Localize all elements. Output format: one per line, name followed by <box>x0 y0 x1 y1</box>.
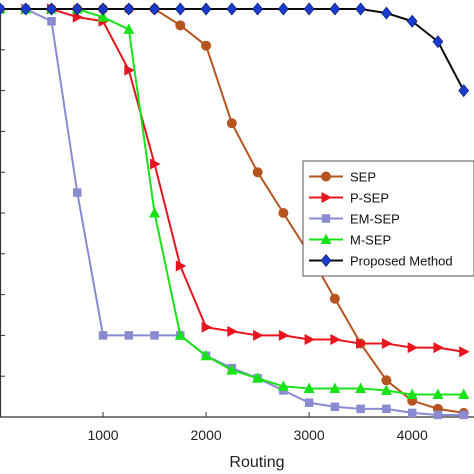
legend-swatch-marker <box>321 192 332 203</box>
data-point <box>98 331 108 340</box>
legend-label: SEP <box>350 170 376 185</box>
data-point <box>303 382 315 393</box>
data-point <box>356 338 367 350</box>
legend-item: Proposed Method <box>309 254 453 269</box>
data-point <box>432 388 444 400</box>
data-point <box>72 11 84 23</box>
legend: SEP P-SEP EM-SEP M-SEP Proposed Method <box>302 160 474 277</box>
data-point <box>124 64 135 76</box>
data-point <box>97 2 109 16</box>
data-point <box>174 2 186 16</box>
data-point <box>433 342 444 354</box>
data-point <box>150 331 159 340</box>
data-point <box>433 410 443 420</box>
data-point <box>47 16 56 26</box>
data-point <box>407 408 417 418</box>
data-point <box>278 329 290 341</box>
data-point <box>73 188 82 197</box>
data-point <box>406 14 418 28</box>
data-point <box>252 372 264 383</box>
data-point <box>330 333 341 345</box>
legend-label: Proposed Method <box>350 254 453 269</box>
data-point <box>432 35 444 49</box>
data-point <box>304 398 314 407</box>
data-point <box>200 2 212 16</box>
x-tick-label: 2000 <box>191 427 222 443</box>
data-point <box>97 11 109 22</box>
data-point <box>330 402 340 412</box>
legend-swatch-marker <box>320 233 332 244</box>
data-point <box>149 207 161 218</box>
data-point <box>150 158 161 170</box>
data-point <box>174 329 186 340</box>
data-point <box>253 329 264 341</box>
data-point <box>355 382 367 393</box>
x-tick-label: 3000 <box>294 427 325 443</box>
data-point <box>71 2 83 16</box>
data-point <box>175 20 186 31</box>
data-point <box>20 2 32 16</box>
x-tick-label: 1000 <box>87 427 118 443</box>
data-point <box>175 260 187 272</box>
data-point <box>201 321 213 333</box>
x-axis-label: Routing <box>229 454 284 471</box>
series-proposed-method <box>0 2 470 98</box>
legend-swatch-marker <box>321 171 331 182</box>
data-point <box>407 342 419 354</box>
data-point <box>406 388 418 400</box>
data-point <box>459 410 468 420</box>
data-point <box>381 6 392 20</box>
data-point <box>459 346 470 358</box>
data-point <box>458 84 470 98</box>
data-point <box>329 382 341 393</box>
data-point <box>355 2 367 16</box>
data-point <box>329 293 340 304</box>
series-line <box>0 8 465 92</box>
data-point <box>46 2 57 16</box>
data-point <box>200 349 212 361</box>
legend-item: EM-SEP <box>309 212 400 227</box>
data-point <box>381 375 392 386</box>
legend-item: M-SEP <box>309 233 391 248</box>
data-point <box>380 384 392 395</box>
data-point <box>458 388 470 400</box>
data-point <box>123 23 135 34</box>
data-point <box>277 380 289 391</box>
data-point <box>304 333 316 345</box>
series-layer <box>0 2 470 420</box>
legend-label: P-SEP <box>350 191 389 206</box>
data-point <box>227 325 238 337</box>
legend-swatch-marker <box>320 254 332 267</box>
data-point <box>226 2 238 16</box>
data-point <box>381 338 393 350</box>
data-point <box>0 2 6 16</box>
data-point <box>201 40 212 51</box>
x-tick-label: 4000 <box>397 427 428 443</box>
legend-swatch-marker <box>321 214 331 223</box>
data-point <box>303 2 315 16</box>
data-point <box>278 208 289 218</box>
data-point <box>356 404 365 414</box>
data-point <box>124 331 134 340</box>
legend-item: P-SEP <box>309 191 389 206</box>
data-point <box>149 2 160 16</box>
data-point <box>226 118 237 129</box>
data-point <box>226 364 238 375</box>
legend-label: M-SEP <box>350 233 391 248</box>
data-point <box>329 2 341 16</box>
legend-label: EM-SEP <box>350 212 400 227</box>
legend-item: SEP <box>309 170 376 185</box>
data-point <box>252 167 263 178</box>
data-point <box>382 404 391 414</box>
y-axis-ticks <box>0 49 5 377</box>
series-p-sep <box>0 3 470 358</box>
data-point <box>277 2 289 16</box>
x-axis-ticks: 1000 2000 3000 4000 <box>87 412 428 443</box>
data-point <box>252 2 263 16</box>
data-point <box>123 2 135 16</box>
